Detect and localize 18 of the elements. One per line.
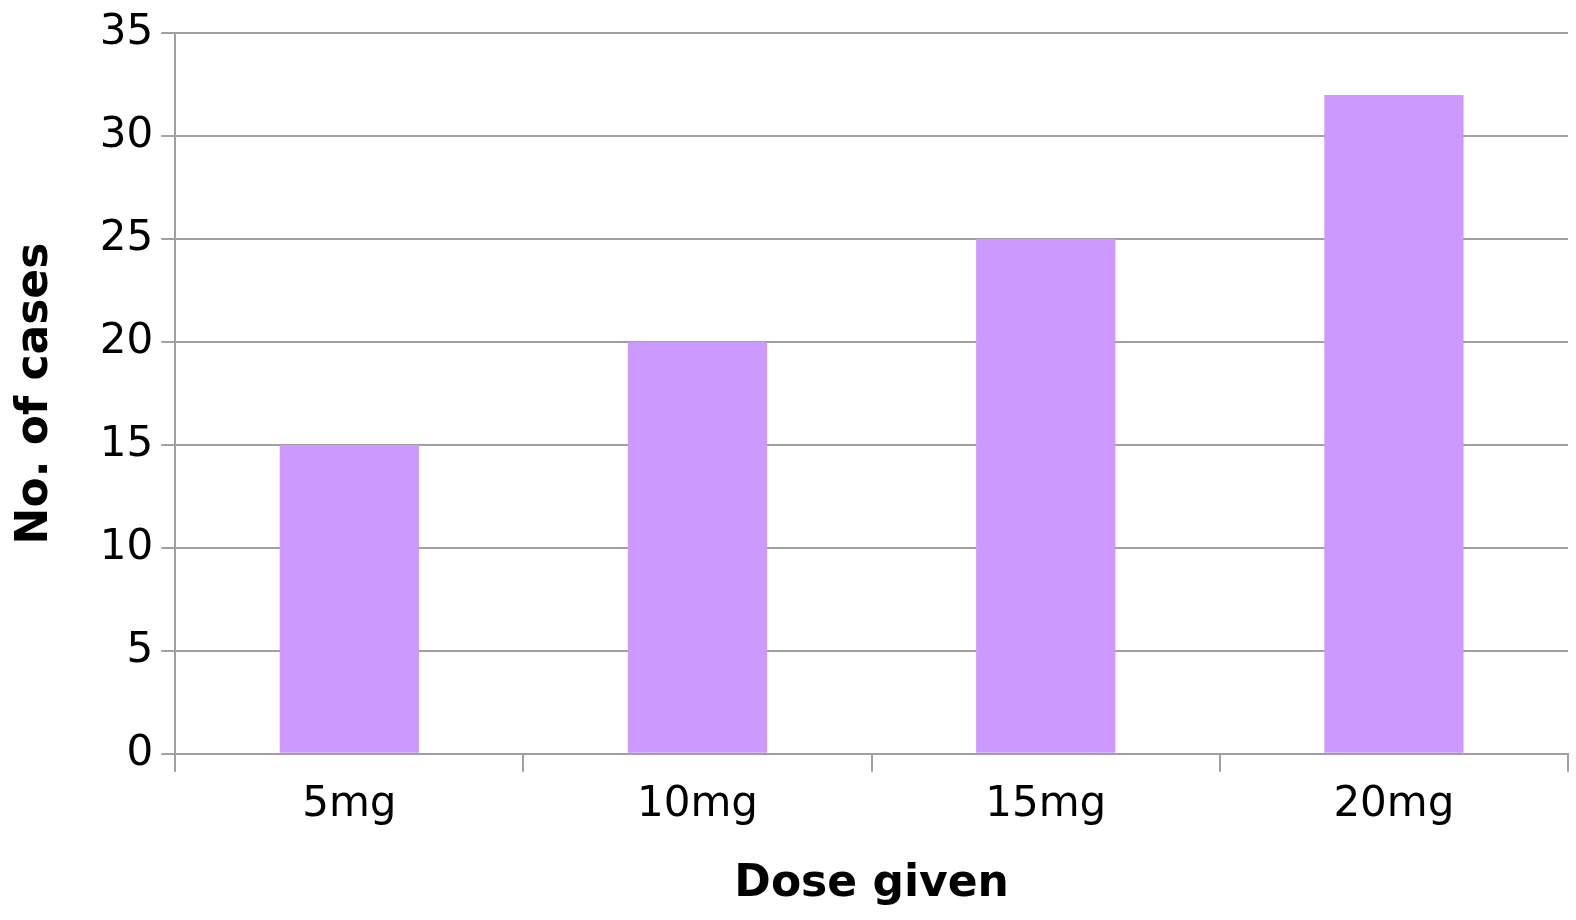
bar xyxy=(1324,94,1464,753)
x-tick-label: 15mg xyxy=(985,776,1107,826)
y-tick-label: 15 xyxy=(99,416,154,466)
bar xyxy=(279,444,419,753)
y-axis-title: No. of cases xyxy=(5,242,57,545)
y-tick-label: 5 xyxy=(126,622,154,672)
y-tick-label: 30 xyxy=(99,108,154,158)
x-tick-label: 10mg xyxy=(637,776,759,826)
x-axis-title: Dose given xyxy=(734,855,1009,907)
y-tick-label: 10 xyxy=(99,519,154,569)
y-tick-label: 35 xyxy=(99,5,154,55)
y-tick-label: 20 xyxy=(99,313,154,363)
y-tick-label: 25 xyxy=(99,210,154,260)
bar xyxy=(976,239,1116,753)
bar xyxy=(627,342,768,753)
x-tick-label: 20mg xyxy=(1333,776,1455,826)
x-tick-label: 5mg xyxy=(302,776,397,826)
y-tick-label: 0 xyxy=(126,725,154,775)
